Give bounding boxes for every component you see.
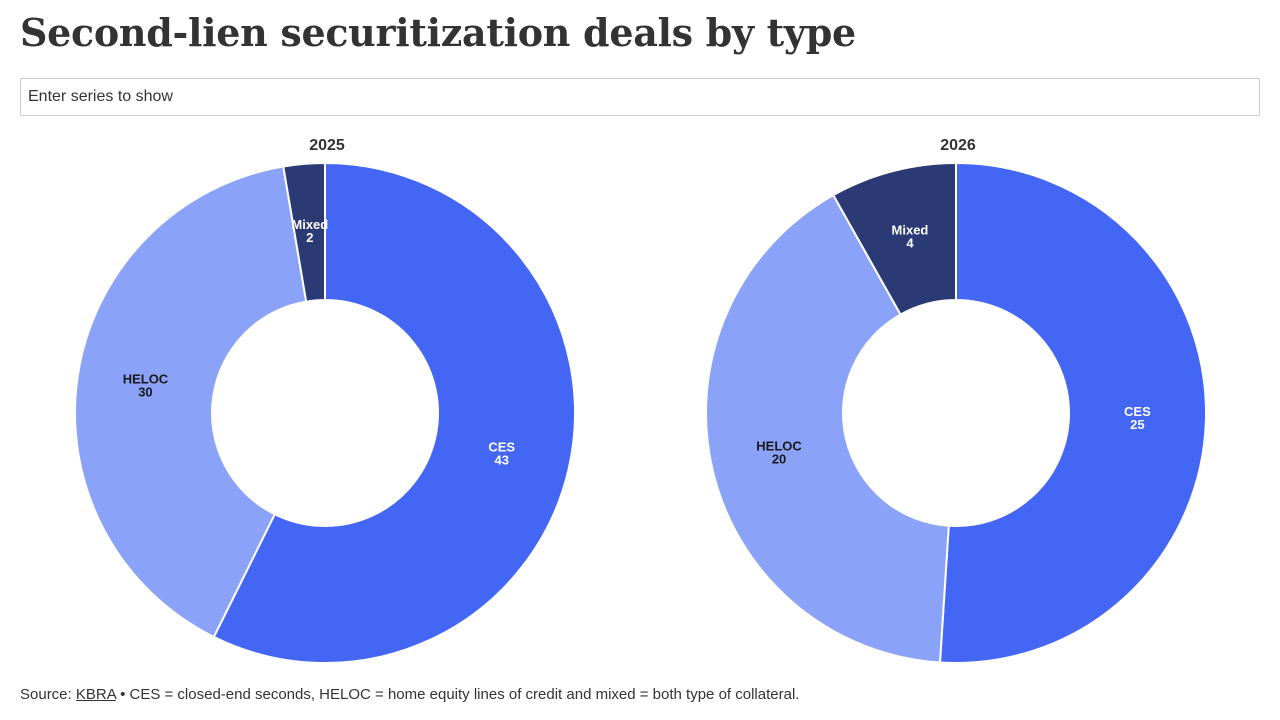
page-title: Second-lien securitization deals by type xyxy=(20,10,856,55)
slice-label-heloc: HELOC xyxy=(756,438,802,453)
slice-value-ces: 25 xyxy=(1130,417,1144,432)
slice-label-ces: CES xyxy=(1124,404,1151,419)
footer: Source: KBRA • CES = closed-end seconds,… xyxy=(20,686,799,703)
slice-value-heloc: 30 xyxy=(138,384,152,399)
slice-ces[interactable] xyxy=(938,161,1208,664)
slice-label-mixed: Mixed xyxy=(892,222,929,237)
footer-prefix: Source: xyxy=(20,686,76,703)
slice-mixed[interactable] xyxy=(282,161,326,303)
slice-label-mixed: Mixed xyxy=(291,217,328,232)
source-link[interactable]: KBRA xyxy=(75,686,116,703)
slice-mixed[interactable] xyxy=(831,161,957,316)
chart-title: 2025 xyxy=(309,137,345,154)
slice-heloc[interactable] xyxy=(74,165,308,639)
slice-ces[interactable] xyxy=(212,161,576,664)
slice-value-mixed: 2 xyxy=(306,230,313,245)
chart-title: 2026 xyxy=(940,137,976,154)
slice-label-ces: CES xyxy=(488,439,515,454)
series-search-input[interactable] xyxy=(20,78,1260,116)
slice-label-heloc: HELOC xyxy=(123,371,169,386)
slice-heloc[interactable] xyxy=(705,193,950,664)
slice-value-mixed: 4 xyxy=(906,235,914,250)
slice-value-ces: 43 xyxy=(494,452,508,467)
donut-charts: 2025CES43HELOC30Mixed22026CES25HELOC20Mi… xyxy=(74,137,1208,664)
slice-value-heloc: 20 xyxy=(772,451,786,466)
footer-note: • CES = closed-end seconds, HELOC = home… xyxy=(115,686,800,703)
